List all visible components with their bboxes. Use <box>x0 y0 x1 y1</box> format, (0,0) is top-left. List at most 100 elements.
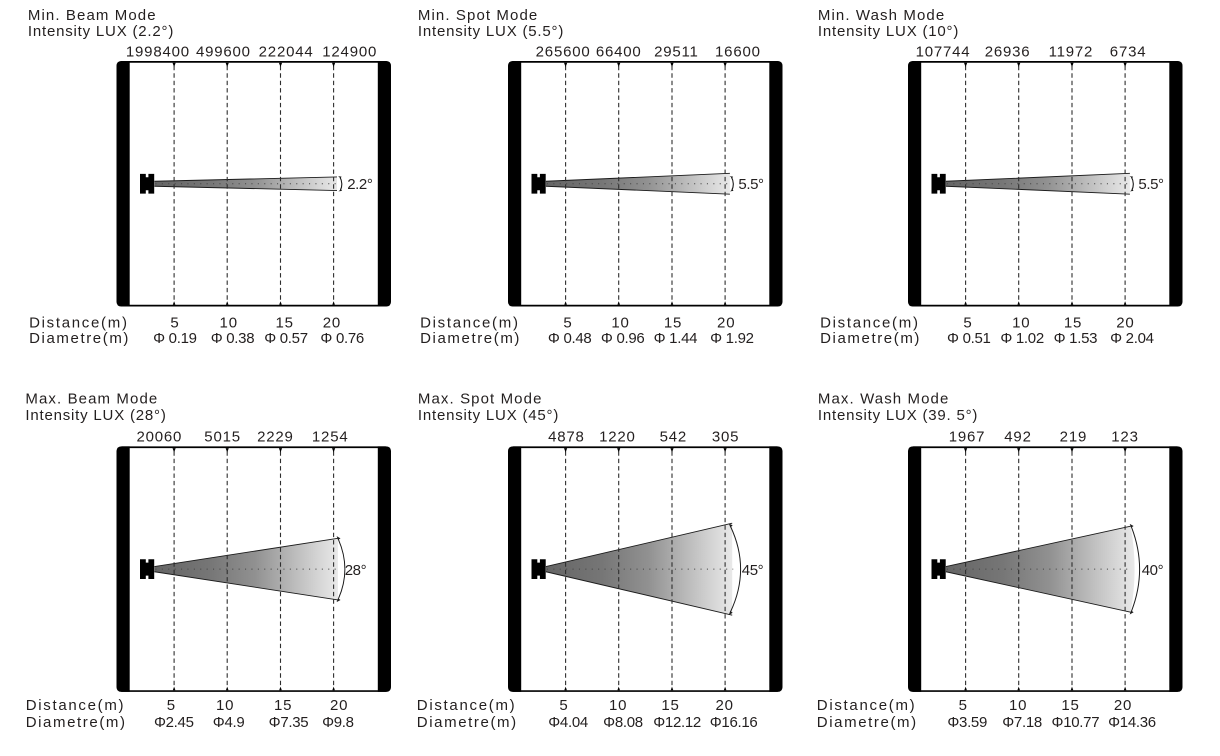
svg-text:Φ 0.19: Φ 0.19 <box>153 330 197 347</box>
svg-text:123: 123 <box>1111 429 1138 446</box>
svg-text:Φ7.35: Φ7.35 <box>269 714 309 731</box>
svg-text:26936: 26936 <box>985 43 1031 60</box>
svg-text:Φ 0.38: Φ 0.38 <box>211 330 255 347</box>
svg-text:Φ 1.92: Φ 1.92 <box>710 330 754 347</box>
svg-text:5: 5 <box>563 315 572 332</box>
svg-text:Intensity LUX (10°): Intensity LUX (10°) <box>818 23 959 40</box>
svg-text:15: 15 <box>275 315 293 332</box>
svg-text:Φ 1.53: Φ 1.53 <box>1054 330 1098 347</box>
svg-text:10: 10 <box>220 315 238 332</box>
svg-text:66400: 66400 <box>596 43 642 60</box>
svg-text:Φ 1.02: Φ 1.02 <box>1000 330 1044 347</box>
svg-text:Min. Wash Mode: Min. Wash Mode <box>818 7 945 24</box>
svg-text:10: 10 <box>1009 697 1027 714</box>
svg-text:45°: 45° <box>742 562 764 579</box>
svg-text:Intensity LUX (45°): Intensity LUX (45°) <box>418 407 559 424</box>
svg-text:20: 20 <box>330 697 348 714</box>
svg-text:265600: 265600 <box>536 43 591 60</box>
svg-text:Max. Spot Mode: Max. Spot Mode <box>418 391 543 408</box>
svg-text:15: 15 <box>274 697 292 714</box>
svg-text:Φ4.9: Φ4.9 <box>213 714 245 731</box>
svg-text:28°: 28° <box>345 562 367 579</box>
svg-text:6734: 6734 <box>1110 43 1147 60</box>
svg-text:5: 5 <box>559 697 568 714</box>
svg-text:11972: 11972 <box>1049 43 1094 60</box>
svg-text:492: 492 <box>1004 429 1031 446</box>
svg-text:Diametre(m): Diametre(m) <box>417 714 518 731</box>
svg-text:Intensity LUX (28°): Intensity LUX (28°) <box>25 407 166 424</box>
svg-text:Distance(m): Distance(m) <box>820 315 920 332</box>
svg-text:Φ8.08: Φ8.08 <box>603 714 643 731</box>
svg-text:Φ 0.51: Φ 0.51 <box>947 330 991 347</box>
svg-text:Φ9.8: Φ9.8 <box>322 714 354 731</box>
svg-text:Distance(m): Distance(m) <box>817 697 917 714</box>
svg-text:305: 305 <box>712 429 739 446</box>
svg-text:10: 10 <box>609 697 627 714</box>
svg-text:219: 219 <box>1060 429 1087 446</box>
svg-text:Min. Spot Mode: Min. Spot Mode <box>418 7 538 24</box>
svg-text:Φ10.77: Φ10.77 <box>1052 714 1100 731</box>
svg-text:Distance(m): Distance(m) <box>29 315 129 332</box>
svg-text:Diametre(m): Diametre(m) <box>820 330 921 347</box>
svg-text:107744: 107744 <box>916 43 971 60</box>
svg-text:20: 20 <box>323 315 341 332</box>
svg-text:Diametre(m): Diametre(m) <box>817 714 918 731</box>
svg-text:Φ16.16: Φ16.16 <box>710 714 758 731</box>
svg-text:Intensity LUX (2.2°): Intensity LUX (2.2°) <box>28 23 174 40</box>
svg-text:20: 20 <box>717 315 735 332</box>
svg-text:15: 15 <box>661 697 679 714</box>
svg-text:5: 5 <box>959 697 968 714</box>
svg-text:1254: 1254 <box>312 429 349 446</box>
svg-text:Φ14.36: Φ14.36 <box>1108 714 1156 731</box>
svg-text:499600: 499600 <box>196 43 251 60</box>
svg-text:Φ 2.04: Φ 2.04 <box>1110 330 1154 347</box>
svg-text:Φ 0.57: Φ 0.57 <box>264 330 308 347</box>
svg-text:Distance(m): Distance(m) <box>420 315 520 332</box>
svg-text:Φ 1.44: Φ 1.44 <box>654 330 698 347</box>
svg-text:5.5°: 5.5° <box>738 176 764 193</box>
svg-text:5.5°: 5.5° <box>1138 176 1164 193</box>
svg-text:5: 5 <box>167 697 176 714</box>
svg-text:Φ7.18: Φ7.18 <box>1002 714 1042 731</box>
svg-text:16600: 16600 <box>715 43 761 60</box>
svg-text:20: 20 <box>1116 315 1134 332</box>
svg-text:5: 5 <box>170 315 179 332</box>
svg-text:Intensity LUX (39. 5°): Intensity LUX (39. 5°) <box>818 407 978 424</box>
svg-text:20060: 20060 <box>136 429 182 446</box>
svg-text:Intensity LUX (5.5°): Intensity LUX (5.5°) <box>418 23 564 40</box>
svg-text:Diametre(m): Diametre(m) <box>420 330 521 347</box>
svg-text:Diametre(m): Diametre(m) <box>29 330 130 347</box>
svg-text:40°: 40° <box>1142 562 1164 579</box>
svg-text:Φ4.04: Φ4.04 <box>548 714 588 731</box>
svg-text:15: 15 <box>664 315 682 332</box>
svg-text:29511: 29511 <box>654 43 699 60</box>
svg-text:2229: 2229 <box>257 429 294 446</box>
svg-text:15: 15 <box>1061 697 1079 714</box>
svg-text:Max. Beam Mode: Max. Beam Mode <box>25 391 158 408</box>
svg-text:Φ 0.76: Φ 0.76 <box>320 330 364 347</box>
svg-text:10: 10 <box>216 697 234 714</box>
svg-text:1220: 1220 <box>599 429 636 446</box>
svg-text:Distance(m): Distance(m) <box>26 697 126 714</box>
svg-text:5015: 5015 <box>204 429 241 446</box>
svg-text:124900: 124900 <box>322 43 377 60</box>
svg-text:10: 10 <box>611 315 629 332</box>
svg-text:2.2°: 2.2° <box>347 176 373 193</box>
svg-text:Φ 0.48: Φ 0.48 <box>548 330 592 347</box>
svg-text:1998400: 1998400 <box>126 43 190 60</box>
svg-text:20: 20 <box>715 697 733 714</box>
svg-text:5: 5 <box>963 315 972 332</box>
svg-text:Φ 0.96: Φ 0.96 <box>601 330 645 347</box>
svg-text:15: 15 <box>1064 315 1082 332</box>
svg-text:10: 10 <box>1012 315 1030 332</box>
svg-text:Diametre(m): Diametre(m) <box>26 714 127 731</box>
svg-text:Max. Wash Mode: Max. Wash Mode <box>818 391 950 408</box>
svg-text:542: 542 <box>660 429 687 446</box>
svg-text:Φ2.45: Φ2.45 <box>154 714 194 731</box>
svg-text:Φ12.12: Φ12.12 <box>653 714 701 731</box>
svg-text:4878: 4878 <box>548 429 585 446</box>
svg-text:Min. Beam Mode: Min. Beam Mode <box>28 7 157 24</box>
svg-text:Distance(m): Distance(m) <box>417 697 517 714</box>
svg-text:20: 20 <box>1114 697 1132 714</box>
svg-text:222044: 222044 <box>259 43 314 60</box>
